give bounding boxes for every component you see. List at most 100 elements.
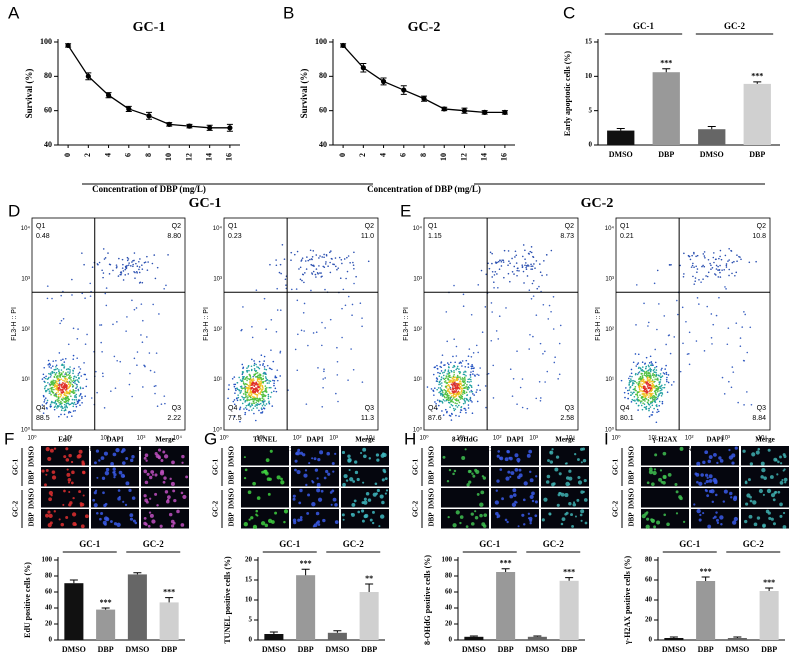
event-dot bbox=[643, 374, 646, 376]
event-dot bbox=[700, 281, 702, 283]
event-dot bbox=[75, 403, 77, 406]
event-dot bbox=[467, 378, 470, 381]
cell bbox=[483, 513, 488, 518]
event-dot bbox=[692, 262, 694, 265]
event-dot bbox=[339, 277, 342, 280]
event-dot bbox=[352, 264, 355, 266]
marker bbox=[186, 123, 193, 129]
event-dot bbox=[49, 387, 51, 390]
panel-letter: I bbox=[604, 429, 609, 448]
event-dot bbox=[249, 405, 252, 408]
x-tick-label: DMSO bbox=[462, 645, 486, 654]
event-dot bbox=[153, 371, 156, 373]
cell bbox=[49, 448, 54, 453]
micrograph bbox=[41, 509, 89, 529]
cell bbox=[307, 493, 311, 497]
event-dot bbox=[645, 373, 648, 376]
event-dot bbox=[459, 386, 462, 389]
cell bbox=[84, 514, 89, 519]
event-dot bbox=[455, 382, 457, 385]
event-dot bbox=[693, 283, 696, 285]
event-dot bbox=[718, 269, 721, 271]
event-dot bbox=[46, 297, 49, 300]
event-dot bbox=[467, 400, 470, 402]
event-dot bbox=[275, 264, 278, 267]
cell bbox=[472, 474, 476, 478]
event-dot bbox=[442, 399, 445, 401]
micrograph bbox=[441, 488, 489, 508]
event-dot bbox=[61, 363, 64, 366]
event-dot bbox=[457, 390, 460, 393]
event-dot bbox=[443, 393, 445, 396]
y-tick-label: 10⁴ bbox=[605, 225, 615, 232]
event-dot bbox=[648, 390, 651, 392]
event-dot bbox=[81, 395, 83, 398]
cell bbox=[549, 451, 552, 454]
group-label: GC-2 bbox=[743, 539, 764, 549]
cell bbox=[67, 481, 71, 484]
event-dot bbox=[660, 387, 662, 390]
event-dot bbox=[138, 260, 140, 263]
event-dot bbox=[461, 360, 464, 362]
event-dot bbox=[470, 371, 472, 373]
cell bbox=[71, 512, 77, 517]
event-dot bbox=[444, 377, 447, 380]
event-dot bbox=[329, 261, 331, 264]
event-dot bbox=[522, 244, 525, 246]
event-dot bbox=[268, 400, 270, 403]
event-dot bbox=[260, 383, 262, 385]
event-dot bbox=[462, 393, 464, 395]
event-dot bbox=[660, 394, 663, 397]
event-dot bbox=[50, 372, 52, 374]
cell bbox=[143, 494, 147, 498]
event-dot bbox=[58, 401, 60, 404]
event-dot bbox=[72, 389, 75, 391]
cell bbox=[718, 456, 722, 460]
event-dot bbox=[629, 380, 632, 382]
cell bbox=[648, 470, 654, 475]
column-label: DAPI bbox=[506, 436, 523, 444]
cell bbox=[347, 454, 351, 458]
cell bbox=[99, 517, 102, 521]
y-tick-label: 20 bbox=[645, 616, 653, 624]
event-dot bbox=[251, 326, 253, 328]
micrograph bbox=[91, 488, 139, 508]
cell bbox=[782, 453, 786, 457]
event-dot bbox=[56, 382, 58, 385]
event-dot bbox=[531, 268, 534, 270]
event-dot bbox=[74, 394, 76, 397]
cell bbox=[474, 510, 477, 513]
event-dot bbox=[527, 265, 530, 267]
cell bbox=[332, 497, 337, 502]
event-dot bbox=[626, 389, 629, 392]
event-dot bbox=[241, 387, 244, 390]
event-dot bbox=[232, 400, 235, 403]
event-dot bbox=[443, 371, 445, 374]
event-dot bbox=[530, 265, 533, 268]
event-dot bbox=[135, 262, 137, 265]
event-dot bbox=[501, 259, 503, 261]
event-dot bbox=[245, 383, 248, 386]
event-dot bbox=[631, 398, 634, 401]
event-dot bbox=[633, 382, 635, 385]
event-dot bbox=[669, 352, 672, 355]
event-dot bbox=[311, 255, 314, 258]
event-dot bbox=[515, 262, 518, 264]
cell bbox=[667, 473, 672, 477]
cell bbox=[773, 491, 777, 495]
cell bbox=[558, 472, 562, 476]
event-dot bbox=[744, 313, 747, 316]
event-dot bbox=[717, 276, 720, 278]
row-label: DMSO bbox=[628, 445, 636, 467]
event-dot bbox=[441, 372, 444, 374]
event-dot bbox=[44, 397, 47, 399]
event-dot bbox=[74, 409, 76, 412]
x-tick-label: DBP bbox=[361, 645, 377, 654]
event-dot bbox=[252, 400, 255, 403]
event-dot bbox=[285, 284, 287, 286]
event-dot bbox=[450, 392, 453, 395]
event-dot bbox=[104, 257, 107, 259]
cell bbox=[180, 523, 185, 527]
event-dot bbox=[521, 255, 524, 258]
event-dot bbox=[59, 395, 62, 398]
